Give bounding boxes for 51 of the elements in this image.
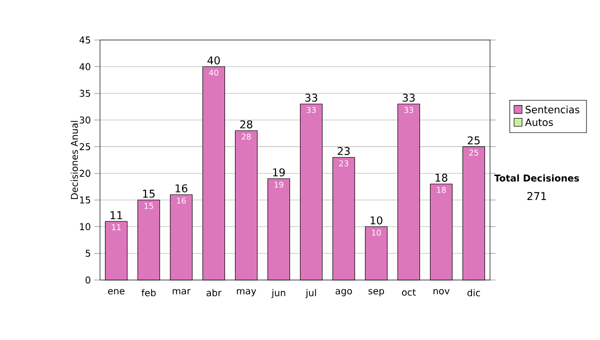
y-tick-label: 25 xyxy=(80,143,90,150)
x-tick-label: feb xyxy=(141,289,156,296)
total-label: 28 xyxy=(240,120,252,128)
y-tick-label: 35 xyxy=(80,90,90,97)
data-label: 16 xyxy=(177,198,186,204)
x-tick-label: sep xyxy=(368,289,384,296)
total-label: 25 xyxy=(468,136,480,144)
total-label: 10 xyxy=(370,216,382,224)
y-tick-label: 40 xyxy=(80,63,90,70)
text: Total Decisiones xyxy=(494,174,579,182)
data-label: 19 xyxy=(274,182,284,188)
y-tick-label: 0 xyxy=(86,276,90,284)
x-tick-label: abr xyxy=(206,289,222,296)
x-tick-label: dic xyxy=(467,289,480,296)
data-label: 23 xyxy=(339,160,348,166)
total-label: 11 xyxy=(110,211,122,220)
data-label: 25 xyxy=(469,150,478,156)
data-label: 28 xyxy=(242,134,251,140)
y-tick-label: 5 xyxy=(86,250,90,257)
x-tick-label: may xyxy=(236,289,256,296)
y-tick-label: 30 xyxy=(80,116,90,124)
data-label: 10 xyxy=(372,230,381,236)
total-label: 23 xyxy=(338,146,350,156)
x-tick-label: oct xyxy=(402,289,416,296)
y-tick-label: 20 xyxy=(80,170,90,177)
data-label: 33 xyxy=(404,106,414,113)
total-label: 16 xyxy=(176,184,188,192)
x-tick-label: mar xyxy=(172,289,191,294)
total-label: 33 xyxy=(402,94,415,102)
x-tick-label: ene xyxy=(108,289,124,294)
y-axis-title: Decisiones Anual xyxy=(70,120,78,199)
y-tick-label: 45 xyxy=(80,36,90,44)
data-label: 15 xyxy=(144,202,154,209)
y-tick-label: 15 xyxy=(80,196,90,204)
y-tick-label: 10 xyxy=(80,223,90,230)
x-tick-label: nov xyxy=(434,289,450,294)
x-tick-label: ago xyxy=(336,289,352,296)
legend-label: Autos xyxy=(525,118,553,126)
x-tick-label: jul xyxy=(306,289,316,298)
data-label: 18 xyxy=(437,186,446,193)
data-label: 40 xyxy=(209,70,218,76)
data-label: 11 xyxy=(112,224,121,230)
total-label: 15 xyxy=(143,190,155,198)
total-label: 33 xyxy=(305,94,318,102)
total-label: 19 xyxy=(273,168,285,176)
text: 271 xyxy=(527,192,546,200)
legend-label: Sentencias xyxy=(526,106,580,114)
data-label: 33 xyxy=(306,106,316,113)
x-tick-label: jun xyxy=(271,289,286,298)
total-label: 40 xyxy=(207,56,220,64)
total-label: 18 xyxy=(436,174,448,182)
